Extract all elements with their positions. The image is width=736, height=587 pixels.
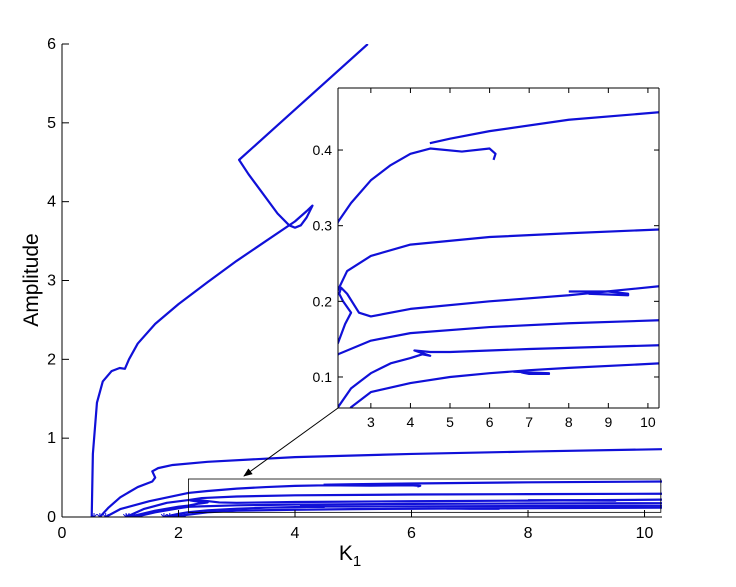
x-axis-label-main: K — [339, 542, 353, 565]
y-tick-label: 0.3 — [313, 218, 333, 234]
x-axis-label-subscript: 1 — [353, 553, 361, 570]
x-tick-label: 2 — [174, 525, 183, 542]
y-tick-label: 3 — [47, 273, 56, 290]
curve — [92, 44, 368, 517]
x-tick-label: 10 — [636, 525, 654, 542]
zero-marker — [294, 449, 302, 457]
x-axis-label: K1 — [339, 542, 361, 570]
x-tick-label: 10 — [640, 414, 656, 430]
x-tick-label: 7 — [525, 414, 533, 430]
y-tick-label: 0 — [47, 509, 56, 526]
y-tick-label: 2 — [47, 351, 56, 368]
y-tick-label: 0.1 — [313, 369, 333, 385]
x-tick-label: 4 — [407, 414, 415, 430]
x-tick-label: 0 — [58, 525, 67, 542]
zero-marker — [278, 449, 286, 457]
y-tick-label: 0.2 — [313, 293, 333, 309]
y-tick-label: 4 — [47, 194, 56, 211]
y-tick-label: 5 — [47, 115, 56, 132]
x-tick-label: 8 — [524, 525, 533, 542]
zero-marker — [298, 449, 306, 457]
zero-marker — [292, 449, 300, 457]
x-tick-label: 9 — [604, 414, 612, 430]
y-tick-label: 1 — [47, 430, 56, 447]
inset-background — [338, 88, 659, 408]
zoom-arrow — [244, 408, 338, 476]
x-tick-label: 6 — [407, 525, 416, 542]
y-tick-label: 0.4 — [313, 142, 333, 158]
y-tick-label: 6 — [47, 36, 56, 53]
x-tick-label: 4 — [291, 525, 300, 542]
x-tick-label: 3 — [367, 414, 375, 430]
x-tick-label: 6 — [486, 414, 494, 430]
x-tick-label: 8 — [565, 414, 573, 430]
x-tick-label: 5 — [446, 414, 454, 430]
y-axis-label: Amplitude — [20, 233, 43, 326]
